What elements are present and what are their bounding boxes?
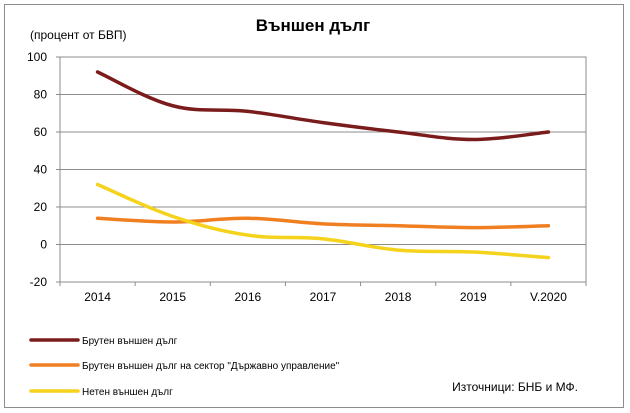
legend-label: Брутен външен дълг <box>82 336 178 347</box>
legend-label: Брутен външен дълг на сектор "Държавно у… <box>82 361 340 372</box>
y-tick-label: -20 <box>30 275 48 289</box>
x-tick-label: 2018 <box>385 290 412 304</box>
legend-label: Нетен външен дълг <box>82 387 173 398</box>
series-lines <box>95 70 551 260</box>
x-tick-label: 2017 <box>310 290 337 304</box>
y-tick-label: 20 <box>34 200 48 214</box>
x-tick-label: 2016 <box>235 290 262 304</box>
x-axis: 2014 2015 2016 2017 2018 2019 V.2020 <box>59 282 587 304</box>
legend: Брутен външен дълг Брутен външен дълг на … <box>29 336 340 398</box>
x-tick-label: 2014 <box>84 290 111 304</box>
x-tick-label: 2019 <box>460 290 487 304</box>
source-note: Източници: БНБ и МФ. <box>452 380 578 394</box>
y-axis: -20 0 20 40 60 80 100 <box>27 50 60 289</box>
x-tick-label: V.2020 <box>530 290 567 304</box>
y-unit-label: (процент от БВП) <box>30 28 126 42</box>
y-tick-label: 40 <box>34 163 48 177</box>
chart-title: Външен дълг <box>256 16 370 35</box>
y-tick-label: 60 <box>34 125 48 139</box>
y-tick-label: 100 <box>27 50 47 64</box>
y-tick-label: 0 <box>40 238 47 252</box>
y-tick-label: 80 <box>34 88 48 102</box>
x-tick-label: 2015 <box>159 290 186 304</box>
